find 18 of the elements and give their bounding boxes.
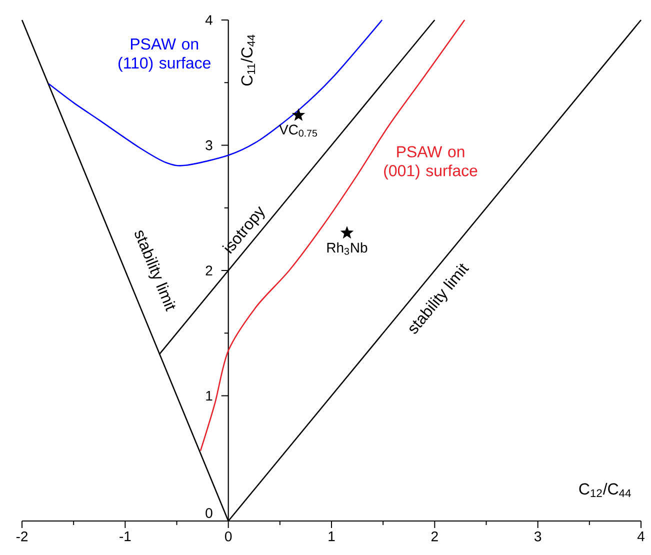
x-tick-label: 3 (534, 531, 542, 542)
x-tick-label: 4 (637, 531, 644, 542)
x-axis-title: C$_{12}$/C$_{44}$ (579, 482, 631, 498)
text: PSAW on (110) surface (118, 38, 210, 72)
y-axis-title: C$_{11}$/C$_{44}$ (240, 34, 256, 86)
y-tick-label: 1 (206, 390, 212, 401)
annotation: VC$_{0.75}$ (279, 124, 318, 137)
series-label: PSAW on (001) surface (384, 146, 478, 180)
x-tick-label: 0 (225, 531, 232, 542)
y-tick-label: 2 (206, 266, 212, 276)
annotation: Rh$_{3}$Nb (327, 242, 368, 255)
x-tick-label: -1 (120, 531, 131, 542)
x-tick-label: 2 (431, 531, 438, 542)
y-tick-label: 4 (205, 15, 212, 25)
x-tick-label: -2 (16, 531, 28, 542)
y-tick-label: 0 (206, 508, 212, 518)
y-tick-label: 3 (206, 140, 212, 150)
x-tick-label: 1 (328, 531, 335, 542)
